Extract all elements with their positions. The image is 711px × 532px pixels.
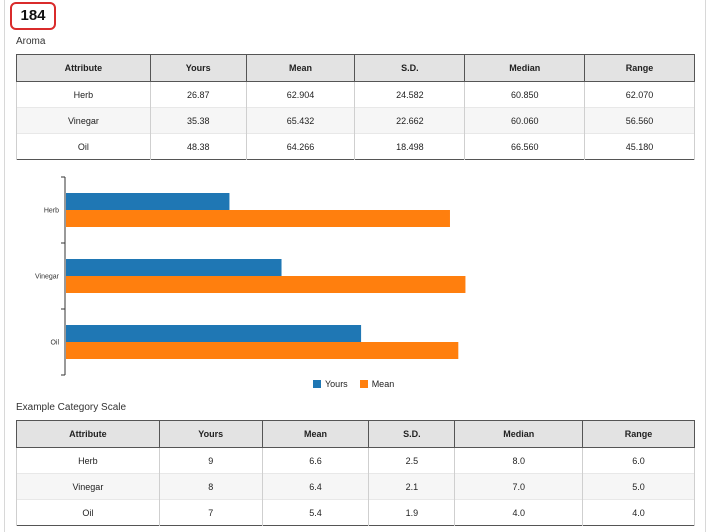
table-row: Herb 9 6.6 2.5 8.0 6.0 [16, 447, 695, 474]
bar-mean-oil [66, 342, 459, 359]
category-tick-label: Herb [44, 208, 59, 215]
cell: 4.0 [454, 499, 584, 526]
header-attribute: Attribute [16, 54, 151, 82]
cell: 48.38 [149, 133, 247, 160]
header-attribute: Attribute [16, 420, 160, 448]
cell: 66.560 [464, 133, 586, 160]
cell: Vinegar [16, 473, 160, 500]
bar-mean-herb [66, 210, 450, 227]
cell: 64.266 [245, 133, 356, 160]
legend-item-yours: Yours [313, 379, 348, 389]
cell: 24.582 [354, 81, 466, 108]
aroma-bar-chart: Herb Vinegar Oil [35, 176, 466, 376]
legend-swatch-yours [313, 380, 321, 388]
table-row: Oil 48.38 64.266 18.498 66.560 45.180 [16, 133, 695, 160]
cell: Vinegar [16, 107, 151, 134]
cell: Oil [16, 499, 160, 526]
table-row: Oil 7 5.4 1.9 4.0 4.0 [16, 499, 695, 526]
cell: 45.180 [584, 133, 695, 160]
cell: 9 [158, 447, 263, 474]
cell: 26.87 [149, 81, 247, 108]
header-yours: Yours [158, 420, 263, 448]
cell: 1.9 [368, 499, 456, 526]
sample-number-badge: 184 [10, 2, 56, 30]
bar-yours-oil [66, 325, 362, 342]
header-median: Median [454, 420, 584, 448]
cell: 6.4 [261, 473, 370, 500]
table-header-row: Attribute Yours Mean S.D. Median Range [16, 54, 695, 82]
aroma-section-title: Aroma [16, 36, 46, 47]
cell: 18.498 [354, 133, 466, 160]
header-yours: Yours [149, 54, 247, 82]
category-tick-label: Oil [50, 340, 59, 347]
cell: 65.432 [245, 107, 356, 134]
cell: 2.1 [368, 473, 456, 500]
cell: 6.0 [582, 447, 695, 474]
header-range: Range [584, 54, 695, 82]
example-section-title: Example Category Scale [16, 402, 127, 413]
cell: 22.662 [354, 107, 466, 134]
category-tick-label: Vinegar [35, 274, 60, 281]
header-range: Range [582, 420, 695, 448]
cell: 4.0 [582, 499, 695, 526]
cell: 60.060 [464, 107, 586, 134]
aroma-table: Attribute Yours Mean S.D. Median Range H… [16, 54, 695, 160]
bar-mean-vinegar [66, 276, 466, 293]
cell: 8.0 [454, 447, 584, 474]
table-row: Vinegar 8 6.4 2.1 7.0 5.0 [16, 473, 695, 500]
cell: 35.38 [149, 107, 247, 134]
legend-label-mean: Mean [371, 379, 395, 389]
table-row: Herb 26.87 62.904 24.582 60.850 62.070 [16, 81, 695, 108]
header-sd: S.D. [354, 54, 466, 82]
cell: 7 [158, 499, 263, 526]
header-mean: Mean [245, 54, 356, 82]
cell: 5.0 [582, 473, 695, 500]
cell: 8 [158, 473, 263, 500]
cell: 5.4 [261, 499, 370, 526]
bar-yours-herb [66, 193, 230, 210]
cell: 2.5 [368, 447, 456, 474]
header-median: Median [464, 54, 586, 82]
cell: 62.904 [245, 81, 356, 108]
cell: Oil [16, 133, 151, 160]
bar-yours-vinegar [66, 259, 282, 276]
cell: 6.6 [261, 447, 370, 474]
cell: 62.070 [584, 81, 695, 108]
cell: 56.560 [584, 107, 695, 134]
header-mean: Mean [261, 420, 370, 448]
cell: Herb [16, 447, 160, 474]
legend-swatch-mean [359, 380, 368, 388]
cell: Herb [16, 81, 151, 108]
chart-legend: Yours Mean [313, 379, 394, 389]
cell: 60.850 [464, 81, 586, 108]
legend-label-yours: Yours [325, 379, 348, 389]
table-row: Vinegar 35.38 65.432 22.662 60.060 56.56… [16, 107, 695, 134]
header-sd: S.D. [368, 420, 456, 448]
report-frame [4, 0, 706, 532]
example-table: Attribute Yours Mean S.D. Median Range H… [16, 420, 695, 526]
legend-item-mean: Mean [359, 379, 395, 389]
cell: 7.0 [454, 473, 584, 500]
table-header-row: Attribute Yours Mean S.D. Median Range [16, 420, 695, 448]
